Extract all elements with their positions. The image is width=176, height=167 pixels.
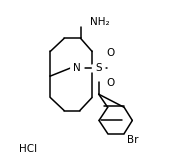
Text: NH₂: NH₂ bbox=[90, 17, 109, 27]
Text: O: O bbox=[107, 48, 115, 58]
Text: HCl: HCl bbox=[19, 144, 37, 154]
Circle shape bbox=[105, 47, 117, 59]
Circle shape bbox=[71, 61, 84, 74]
Text: Br: Br bbox=[127, 135, 139, 145]
Text: N: N bbox=[73, 63, 81, 73]
Text: S: S bbox=[95, 63, 102, 73]
Circle shape bbox=[105, 76, 117, 89]
Circle shape bbox=[92, 62, 105, 74]
Text: O: O bbox=[107, 78, 115, 88]
